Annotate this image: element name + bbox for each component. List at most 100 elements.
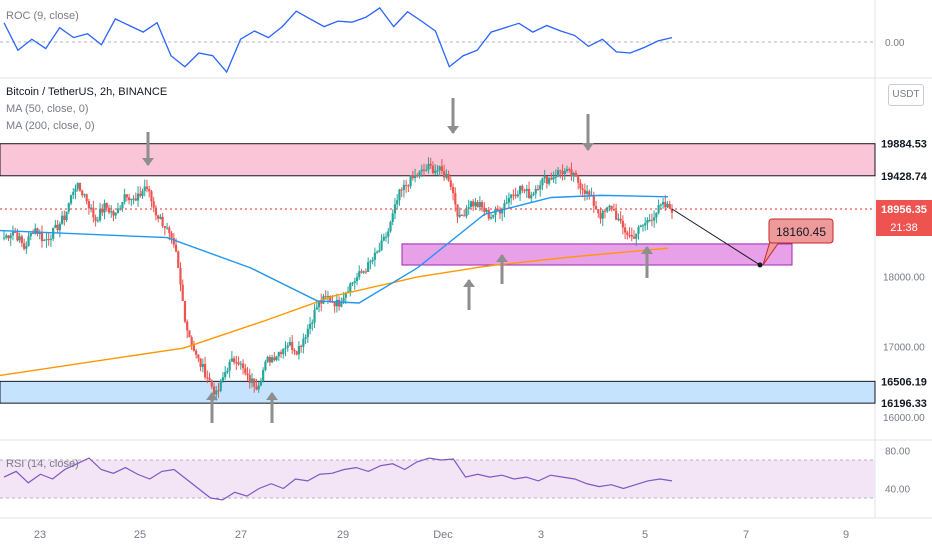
candle-body: [284, 347, 287, 349]
candle-body: [219, 380, 222, 391]
candle-body: [467, 207, 470, 209]
candle-body: [525, 188, 528, 191]
candle-body: [355, 277, 359, 282]
candle-body: [373, 252, 376, 260]
candle-body: [523, 190, 526, 192]
candle-body: [666, 203, 669, 208]
candle-body: [454, 193, 457, 205]
candle-body: [577, 176, 580, 183]
candle-body: [623, 227, 627, 233]
candle-body: [186, 321, 189, 331]
candle-body: [233, 358, 236, 363]
candle-body: [530, 194, 533, 199]
candle-body: [83, 194, 86, 196]
candle-body: [588, 191, 591, 196]
candle-body: [505, 202, 508, 204]
candle-body: [297, 346, 301, 355]
down-arrow-icon[interactable]: [142, 132, 154, 166]
projection-line[interactable]: [671, 208, 761, 266]
currency-badge[interactable]: USDT: [888, 84, 924, 106]
candle-body: [47, 239, 50, 241]
candle-body: [561, 171, 564, 175]
candle-body: [422, 169, 426, 171]
candle-body: [646, 219, 649, 224]
down-arrow-icon[interactable]: [447, 98, 459, 134]
candle-body: [469, 201, 473, 208]
candle-body: [110, 211, 113, 213]
candle-body: [288, 342, 292, 346]
ma200-line[interactable]: [0, 247, 669, 377]
candle-body: [603, 210, 607, 212]
last-price-label: 18956.35: [881, 204, 927, 216]
ma200-legend[interactable]: MA (200, close, 0): [6, 120, 95, 132]
candle-body: [594, 205, 598, 210]
candle-body: [270, 357, 274, 363]
candle-body: [295, 351, 298, 355]
candle-body: [447, 173, 450, 181]
countdown-label: 21:38: [890, 222, 918, 234]
callout-label: 18160.45: [776, 225, 826, 239]
candle-body: [434, 170, 437, 173]
candle-body: [98, 208, 102, 221]
candle-body: [398, 189, 401, 201]
rsi-line[interactable]: [3, 457, 673, 501]
ma50-legend[interactable]: MA (50, close, 0): [6, 103, 89, 115]
candle-body: [443, 171, 446, 178]
candle-body: [400, 189, 403, 191]
candle-body: [190, 337, 193, 346]
candle-body: [94, 217, 97, 221]
candle-body: [380, 240, 383, 251]
down-arrow-icon[interactable]: [582, 114, 594, 151]
candle-body: [487, 209, 490, 219]
support-zone[interactable]: [0, 380, 876, 404]
candle-body: [333, 301, 336, 307]
candle-body: [203, 364, 207, 378]
candle-body: [78, 183, 82, 191]
candle-body: [212, 386, 216, 395]
up-arrow-icon[interactable]: [463, 279, 475, 310]
candle-body: [572, 172, 575, 177]
candle-body: [244, 368, 247, 374]
projection-endpoint[interactable]: [757, 262, 763, 268]
candle-body: [608, 205, 611, 208]
candle-body: [224, 372, 227, 378]
up-arrow-icon[interactable]: [266, 392, 278, 423]
candle-body: [657, 205, 660, 213]
candle-body: [474, 202, 477, 207]
candle-body: [617, 218, 620, 220]
roc-line[interactable]: [3, 7, 673, 74]
candle-body: [382, 236, 385, 241]
candle-body: [481, 202, 484, 208]
ma50-line[interactable]: [0, 194, 669, 304]
up-arrow-icon[interactable]: [206, 392, 218, 423]
candle-body: [145, 186, 149, 190]
candle-body: [302, 338, 305, 347]
candle-body: [315, 307, 318, 310]
candle-body: [266, 356, 269, 362]
candle-body: [54, 224, 57, 228]
candle-body: [105, 203, 108, 208]
time-tick-label: 29: [337, 529, 349, 541]
candle-body: [579, 182, 582, 189]
candle-body: [335, 299, 338, 307]
candle-body: [478, 202, 481, 208]
candle-body: [114, 213, 117, 216]
candle-body: [23, 243, 26, 249]
candle-body: [96, 220, 99, 222]
candle-body: [49, 238, 53, 240]
candle-body: [58, 223, 61, 231]
candle-body: [241, 363, 245, 369]
up-arrow-icon[interactable]: [641, 246, 653, 278]
up-arrow-icon[interactable]: [496, 254, 508, 284]
candle-body: [85, 194, 88, 202]
candle-body: [458, 214, 461, 217]
candle-body: [134, 198, 137, 201]
candle-body: [384, 236, 388, 238]
target-callout[interactable]: 18160.45: [762, 218, 834, 266]
candle-body: [76, 183, 79, 189]
symbol-title[interactable]: Bitcoin / TetherUS, 2h, BINANCE: [6, 86, 168, 98]
candle-body: [235, 362, 238, 364]
candle-body: [670, 208, 674, 213]
